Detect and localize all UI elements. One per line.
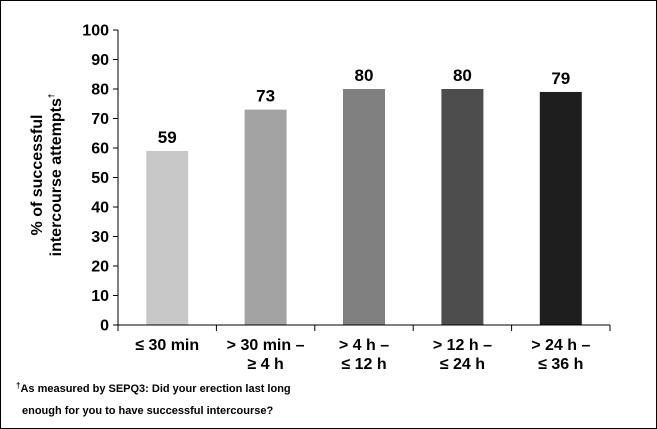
bars [146,89,582,326]
y-tick-label: 70 [91,111,109,128]
category-label: ≤ 24 h [440,356,485,373]
footnote: †As measured by SEPQ3: Did your erection… [16,381,291,417]
y-tick-label: 20 [91,259,109,276]
data-label: 80 [453,66,472,85]
bar [146,150,189,325]
data-label: 59 [158,128,177,147]
data-labels: 59 73 80 80 79 [158,66,571,147]
y-tick-label: 60 [91,141,109,158]
y-tick-label: 10 [91,288,109,305]
y-axis-label-line2: intercourse attempts† [47,94,65,257]
x-axis-ticks [117,325,611,331]
bar [539,91,582,325]
y-tick-label: 80 [91,82,109,99]
bar [244,109,287,326]
category-label: > 30 min – [227,337,305,354]
y-axis-label: % of successful intercourse attempts† [29,94,65,257]
y-tick-label: 100 [82,23,109,40]
y-tick-label: 50 [91,170,109,187]
y-tick-label: 0 [100,318,109,335]
category-label: > 24 h – [531,337,590,354]
footnote-marker: † [16,381,20,390]
footnote-line1: †As measured by SEPQ3: Did your erection… [16,381,291,395]
data-label: 79 [551,69,570,88]
y-axis-ticks: 0 10 20 30 40 50 60 70 80 90 100 [82,23,118,335]
y-tick-label: 40 [91,200,109,217]
category-label: ≤ 12 h [341,356,386,373]
y-axis-label-line2-text: intercourse attempts [48,98,65,256]
y-axis-label-marker: † [47,94,56,98]
category-label: > 4 h – [339,337,389,354]
y-axis-label-line1: % of successful [29,115,46,236]
category-label: > 12 h – [433,337,492,354]
category-labels: ≤ 30 min > 30 min – ≥ 4 h > 4 h – ≤ 12 h > 12… [135,337,590,373]
footnote-line1-text: As measured by SEPQ3: Did your erection … [20,383,290,395]
data-label: 80 [355,66,374,85]
data-label: 73 [256,87,275,106]
category-label: ≥ 4 h [247,356,283,373]
bar [441,89,484,325]
y-tick-label: 30 [91,229,109,246]
category-label: ≤ 30 min [135,337,199,354]
bar [343,89,385,325]
footnote-line2: enough for you to have successful interc… [22,405,273,417]
y-tick-label: 90 [91,52,109,69]
category-label: ≤ 36 h [538,356,583,373]
